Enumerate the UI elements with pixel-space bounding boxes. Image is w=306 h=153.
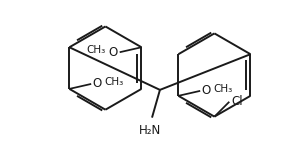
Text: O: O <box>92 77 101 90</box>
Text: Cl: Cl <box>231 95 243 108</box>
Text: CH₃: CH₃ <box>87 45 106 55</box>
Text: CH₃: CH₃ <box>213 84 232 94</box>
Text: O: O <box>201 84 211 97</box>
Text: O: O <box>108 46 118 59</box>
Text: H₂N: H₂N <box>139 124 161 137</box>
Text: CH₃: CH₃ <box>104 77 123 87</box>
